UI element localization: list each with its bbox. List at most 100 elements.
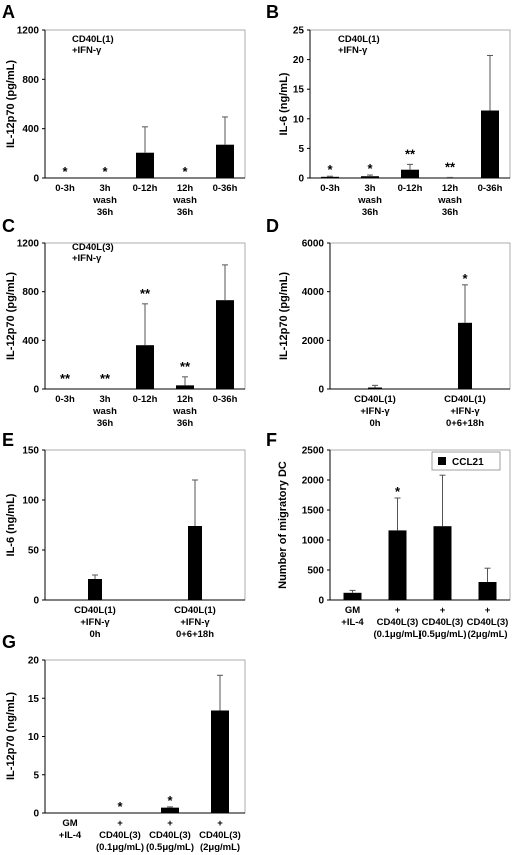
x-tick-label: 12h bbox=[177, 394, 194, 405]
y-tick-label: 5 bbox=[33, 770, 39, 781]
chart-annotation: CD40L(3) bbox=[72, 242, 114, 253]
y-tick-label: 20 bbox=[293, 55, 305, 66]
significance-marker: ** bbox=[180, 359, 191, 374]
x-tick-label: 3h bbox=[99, 394, 110, 405]
x-tick-label: (0.1μg/mL) bbox=[373, 629, 421, 640]
y-tick-label: 400 bbox=[22, 336, 39, 347]
significance-marker: * bbox=[182, 164, 188, 179]
legend-box bbox=[431, 451, 501, 471]
y-axis-label: IL-12p70 (pg/mL) bbox=[5, 60, 17, 148]
panel-letter: G bbox=[2, 632, 16, 652]
x-tick-label: + bbox=[395, 605, 401, 616]
y-axis-label: IL-6 (ng/mL) bbox=[5, 493, 17, 556]
x-tick-label: CD40L(3) bbox=[149, 830, 191, 841]
legend-label: CCL21 bbox=[452, 457, 484, 468]
x-tick-label: wash bbox=[172, 195, 197, 206]
bar bbox=[161, 807, 179, 813]
x-tick-label: CD40L(3) bbox=[199, 830, 241, 841]
significance-marker: ** bbox=[100, 371, 111, 386]
chart-panel-f: F 0 500 1000 1500 2000 2500 Number of migratory… bbox=[266, 430, 511, 640]
significance-marker: * bbox=[117, 799, 123, 814]
x-tick-label: (0.1μg/mL) bbox=[96, 842, 144, 853]
x-tick-label: CD40L(3) bbox=[99, 830, 141, 841]
bar bbox=[481, 110, 499, 178]
y-tick-label: 25 bbox=[293, 26, 305, 37]
bar bbox=[188, 526, 202, 600]
x-tick-label: 0-12h bbox=[133, 394, 158, 405]
bar bbox=[321, 176, 339, 178]
x-tick-label: 36h bbox=[442, 207, 459, 218]
x-tick-label: CD40L(3) bbox=[377, 617, 419, 628]
y-tick-label: 0 bbox=[298, 174, 304, 185]
bar bbox=[478, 582, 497, 600]
legend-swatch bbox=[438, 457, 446, 465]
bar bbox=[388, 530, 407, 600]
bar bbox=[136, 152, 154, 178]
bar bbox=[216, 300, 234, 389]
x-tick-label: 36h bbox=[177, 418, 194, 429]
y-tick-label: 2500 bbox=[302, 446, 325, 457]
chart-annotation: +IFN-γ bbox=[72, 45, 102, 56]
x-tick-label: 0-3h bbox=[55, 394, 75, 405]
y-tick-label: 5 bbox=[298, 144, 304, 155]
x-tick-label: wash bbox=[357, 195, 382, 206]
x-tick-label: CD40L(1) bbox=[74, 605, 116, 616]
panel-letter: C bbox=[2, 216, 15, 236]
x-tick-label: +IFN-γ bbox=[80, 617, 110, 628]
x-tick-label: 12h bbox=[177, 183, 194, 194]
bar bbox=[343, 592, 362, 600]
y-tick-label: 0 bbox=[33, 809, 39, 820]
bar bbox=[368, 387, 382, 389]
x-tick-label: (0.5μg/mL) bbox=[146, 842, 194, 853]
x-tick-label: 3h bbox=[99, 183, 110, 194]
plot-frame bbox=[329, 449, 511, 601]
bar bbox=[401, 169, 419, 178]
x-tick-label: GM bbox=[62, 818, 77, 829]
y-axis-label: IL-12p70 (ng/mL) bbox=[5, 692, 17, 780]
significance-marker: * bbox=[327, 162, 333, 177]
x-tick-label: wash bbox=[92, 406, 117, 417]
y-tick-label: 800 bbox=[22, 75, 39, 86]
y-tick-label: 1200 bbox=[17, 239, 40, 250]
y-tick-label: 100 bbox=[22, 496, 39, 507]
x-tick-label: CD40L(1) bbox=[354, 394, 396, 405]
x-tick-label: wash bbox=[92, 195, 117, 206]
x-tick-label: 0-12h bbox=[398, 183, 423, 194]
x-tick-label: 0-3h bbox=[320, 183, 340, 194]
x-tick-label: wash bbox=[172, 406, 197, 417]
bar bbox=[361, 176, 379, 178]
x-tick-label: 36h bbox=[97, 207, 114, 218]
x-tick-label: 0-36h bbox=[478, 183, 503, 194]
x-tick-label: (2μg/mL) bbox=[200, 842, 240, 853]
panel-letter: B bbox=[266, 2, 279, 22]
x-tick-label: CD40L(3) bbox=[467, 617, 509, 628]
x-tick-label: 0-36h bbox=[213, 183, 238, 194]
y-tick-label: 6000 bbox=[302, 239, 325, 250]
significance-marker: * bbox=[102, 164, 108, 179]
y-tick-label: 800 bbox=[22, 287, 39, 298]
y-tick-label: 15 bbox=[293, 85, 305, 96]
significance-marker: ** bbox=[60, 371, 71, 386]
significance-marker: ** bbox=[140, 286, 151, 301]
y-axis-label: IL-12p70 (pg/mL) bbox=[5, 272, 17, 360]
y-tick-label: 150 bbox=[22, 446, 39, 457]
y-tick-label: 500 bbox=[307, 566, 324, 577]
chart-annotation: +IFN-γ bbox=[338, 45, 368, 56]
y-tick-label: 0 bbox=[318, 385, 324, 396]
y-tick-label: 50 bbox=[28, 546, 40, 557]
chart-panel-b: B 0 5 10 15 20 25 IL-6 (ng/mL) CD40L(1)+IFN-γ * 0-… bbox=[266, 2, 511, 218]
x-tick-label: GM bbox=[345, 605, 360, 616]
panel-letter: D bbox=[266, 216, 279, 236]
bar bbox=[88, 579, 102, 600]
y-axis-label: IL-12p70 (pg/mL) bbox=[278, 272, 290, 360]
x-tick-label: 0h bbox=[89, 629, 100, 640]
y-tick-label: 0 bbox=[33, 385, 39, 396]
x-tick-label: +IFN-γ bbox=[180, 617, 210, 628]
plot-frame bbox=[329, 242, 511, 390]
y-tick-label: 4000 bbox=[302, 287, 325, 298]
x-tick-label: + bbox=[217, 818, 223, 829]
